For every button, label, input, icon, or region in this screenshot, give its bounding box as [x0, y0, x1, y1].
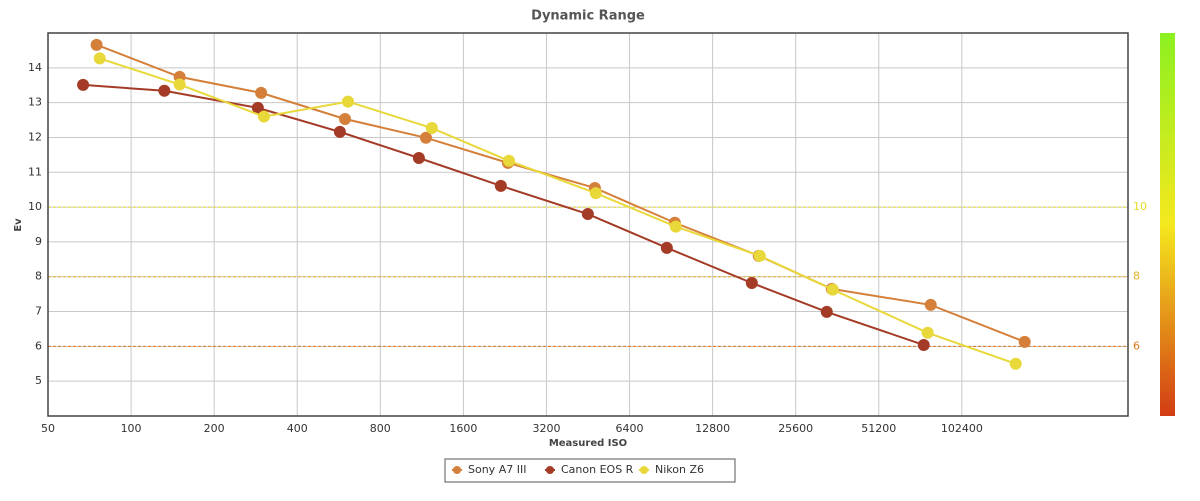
plot-frame [47, 32, 1129, 417]
series-lines [77, 38, 1031, 370]
data-point [333, 125, 346, 138]
data-point [589, 187, 602, 200]
y-tick-label: 6 [35, 339, 42, 352]
data-point [745, 276, 758, 289]
data-point [93, 52, 106, 65]
data-point [494, 179, 507, 192]
legend-label: Canon EOS R [561, 463, 634, 476]
x-axis-title: Measured ISO [549, 438, 627, 449]
y-tick-label: 5 [35, 374, 42, 387]
data-point [339, 113, 352, 126]
y2-tick-label: 10 [1133, 200, 1147, 213]
x-tick-label: 51200 [861, 422, 896, 435]
x-tick-label: 3200 [532, 422, 560, 435]
y2-tick-label: 6 [1133, 339, 1140, 352]
data-point [1018, 335, 1031, 348]
data-point [924, 298, 937, 311]
y-axis-title: Ev [13, 218, 24, 232]
data-point [90, 38, 103, 51]
x-tick-label: 12800 [695, 422, 730, 435]
x-tick-label: 400 [287, 422, 308, 435]
series-line [83, 83, 925, 346]
data-point [257, 110, 270, 123]
legend-label: Sony A7 III [468, 463, 526, 476]
legend-marker [546, 466, 554, 474]
series-line [96, 43, 1026, 343]
data-point [917, 338, 930, 351]
data-point [502, 154, 515, 167]
data-point [412, 151, 425, 164]
x-tick-label: 102400 [941, 422, 983, 435]
y-tick-label: 9 [35, 235, 42, 248]
chart-title: Dynamic Range [531, 9, 645, 24]
data-point [158, 84, 171, 97]
y2-tick-label: 8 [1133, 270, 1140, 283]
data-point [660, 241, 673, 254]
color-scale [1160, 33, 1175, 416]
x-tick-label: 1600 [449, 422, 477, 435]
data-point [1009, 357, 1022, 370]
x-tick-label: 50 [41, 422, 55, 435]
legend-marker [453, 466, 461, 474]
data-point [251, 101, 264, 114]
x-tick-label: 100 [121, 422, 142, 435]
data-point [173, 78, 186, 91]
data-point [826, 283, 839, 296]
data-point [255, 86, 268, 99]
data-point [581, 208, 594, 221]
data-point [669, 220, 682, 233]
grid [47, 33, 1128, 416]
data-point [921, 326, 934, 339]
y-tick-label: 7 [35, 305, 42, 318]
x-tick-label: 800 [370, 422, 391, 435]
y-tick-label: 8 [35, 270, 42, 283]
y-tick-label: 10 [28, 200, 42, 213]
y-tick-label: 11 [28, 165, 42, 178]
y-tick-label: 13 [28, 96, 42, 109]
data-point [342, 95, 355, 108]
data-point [753, 249, 766, 262]
data-point [419, 131, 432, 144]
y-tick-label: 14 [28, 61, 42, 74]
x-tick-label: 25600 [778, 422, 813, 435]
legend [444, 458, 736, 483]
series-line [99, 57, 1017, 365]
data-point [820, 305, 833, 318]
legend-label: Nikon Z6 [655, 463, 704, 476]
data-point [77, 78, 90, 91]
legend-marker [640, 466, 648, 474]
data-point [425, 122, 438, 135]
y-tick-label: 12 [28, 130, 42, 143]
x-tick-label: 6400 [616, 422, 644, 435]
x-tick-label: 200 [204, 422, 225, 435]
